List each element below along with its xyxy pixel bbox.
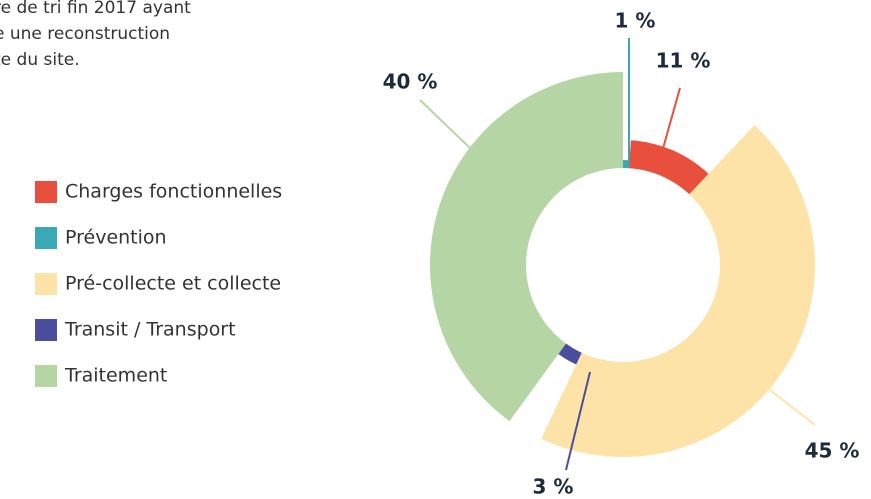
- legend-label: Pré-collecte et collecte: [65, 273, 281, 295]
- leader-line: [769, 389, 816, 426]
- value-label: 1 %: [615, 9, 656, 33]
- leader-line: [661, 87, 681, 153]
- value-label: 11 %: [656, 49, 711, 73]
- donut-segment: [623, 160, 630, 169]
- value-label: 40 %: [383, 70, 438, 94]
- legend-label: Traitement: [64, 365, 167, 387]
- legend-swatch: [35, 227, 57, 249]
- legend-label: Prévention: [65, 227, 167, 249]
- value-label: 3 %: [533, 475, 574, 499]
- leader-line: [419, 99, 471, 149]
- intro-text: te du site.: [0, 50, 80, 70]
- donut-segment: [429, 72, 623, 422]
- donut-segment: [541, 125, 816, 458]
- intro-text: re de tri fin 2017 ayant: [0, 0, 191, 18]
- legend-swatch: [35, 181, 57, 203]
- legend-swatch: [35, 365, 57, 387]
- value-label: 45 %: [805, 439, 860, 463]
- leader-line: [565, 371, 591, 471]
- legend-label: Transit / Transport: [64, 319, 236, 341]
- donut-segment: [629, 140, 709, 195]
- legend-label: Charges fonctionnelles: [65, 181, 282, 203]
- legend-swatch: [35, 273, 57, 295]
- donut-segment: [558, 343, 582, 365]
- intro-text: e une reconstruction: [0, 24, 170, 44]
- legend-swatch: [35, 319, 57, 341]
